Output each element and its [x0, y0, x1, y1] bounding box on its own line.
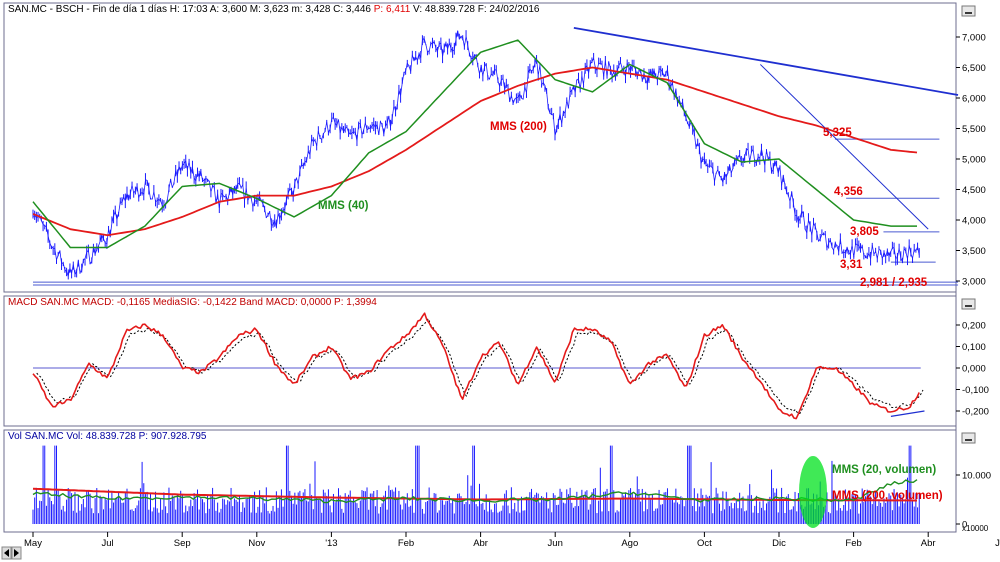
y-axis-strip	[956, 3, 996, 532]
mms40-label: MMS (40)	[318, 200, 369, 212]
volume-layer	[32, 445, 920, 524]
x-tick-label: Oct	[697, 538, 712, 549]
macd-y-tick-label: 0,100	[962, 342, 986, 353]
macd-header: MACD SAN.MC MACD: -0,1165 MediaSIG: -0,1…	[8, 297, 377, 308]
x-tick-label: Abr	[921, 538, 936, 549]
x-tick-label: Abr	[473, 538, 488, 549]
price-minimize-button[interactable]	[961, 5, 976, 17]
macd-signal-line	[36, 318, 924, 414]
macd-y-tick-label: 0,000	[962, 364, 986, 375]
volume-y-tick-label: 0	[962, 520, 967, 531]
price-y-tick-label: 5,000	[962, 155, 986, 166]
macd-y-tick-label: -0,200	[962, 407, 989, 418]
scroll-right-icon	[14, 549, 19, 557]
y-ticks: 7,000 6,500 6,000 5,500 5,000 4,500 4,000 3,500…	[956, 33, 991, 533]
price-y-tick-label: 3,500	[962, 246, 986, 257]
x-tick-label: '13	[325, 538, 337, 549]
volume-unit-label: x10000	[962, 524, 989, 533]
price-y-tick-label: 3,000	[962, 277, 986, 288]
volume-highlight	[799, 456, 827, 528]
price-header: SAN.MC - BSCH - Fin de día 1 días H: 17:…	[8, 4, 540, 15]
level-331-label: 3,31	[840, 259, 863, 271]
macd-minimize-button[interactable]	[961, 298, 976, 310]
x-tick-label: Sep	[174, 538, 191, 549]
macd-line	[32, 312, 920, 420]
x-ticks: May Jul Sep Nov '13 Feb Abr Jun Ago Oct Dic Feb Abr J…	[24, 532, 1000, 549]
x-tick-label: Dic	[772, 538, 786, 549]
main-trendline	[573, 26, 959, 96]
x-tick-label: Nov	[248, 538, 265, 549]
x-tick-label: Feb	[845, 538, 861, 549]
price-y-tick-label: 5,500	[962, 124, 986, 135]
volume-y-tick-label: 10.000	[962, 471, 991, 482]
vol-mms20-label: MMS (20, volumen)	[832, 464, 936, 476]
volume-sma20-line	[32, 479, 918, 504]
volume-minimize-button[interactable]	[961, 432, 976, 444]
x-tick-label: Jul	[102, 538, 114, 549]
price-layer	[32, 26, 959, 286]
x-tick-label: Feb	[398, 538, 414, 549]
macd-layer	[32, 312, 925, 420]
price-y-tick-label: 6,500	[962, 63, 986, 74]
x-tick-label: Jun	[548, 538, 563, 549]
level-2981-label: 2,981 / 2,935	[860, 277, 928, 289]
scroll-left-icon	[4, 549, 9, 557]
x-tick-label: Ago	[621, 538, 638, 549]
x-tick-label: Jun	[995, 538, 1000, 549]
level-3805-label: 3,805	[850, 226, 879, 238]
macd-divergence-line	[890, 410, 925, 417]
scroll-left-button[interactable]	[1, 546, 12, 560]
secondary-trendline	[759, 64, 929, 230]
x-tick-label: May	[24, 538, 42, 549]
macd-y-tick-label: 0,200	[962, 321, 986, 332]
mms200-label: MMS (200)	[490, 121, 547, 133]
sma200-line	[32, 66, 918, 237]
scroll-right-button[interactable]	[11, 546, 22, 560]
macd-y-tick-label: -0,100	[962, 385, 989, 396]
price-y-tick-label: 7,000	[962, 33, 986, 44]
level-5325-label: 5,325	[823, 127, 852, 139]
vol-mms200-label: MMS (200, volumen)	[832, 490, 943, 502]
price-y-tick-label: 4,500	[962, 185, 986, 196]
price-panel	[3, 2, 957, 293]
price-y-tick-label: 4,000	[962, 216, 986, 227]
sma40-line	[32, 39, 917, 249]
volume-header: Vol SAN.MC Vol: 48.839.728 P: 907.928.79…	[8, 431, 207, 442]
price-y-tick-label: 6,000	[962, 94, 986, 105]
level-4356-label: 4,356	[834, 186, 863, 198]
